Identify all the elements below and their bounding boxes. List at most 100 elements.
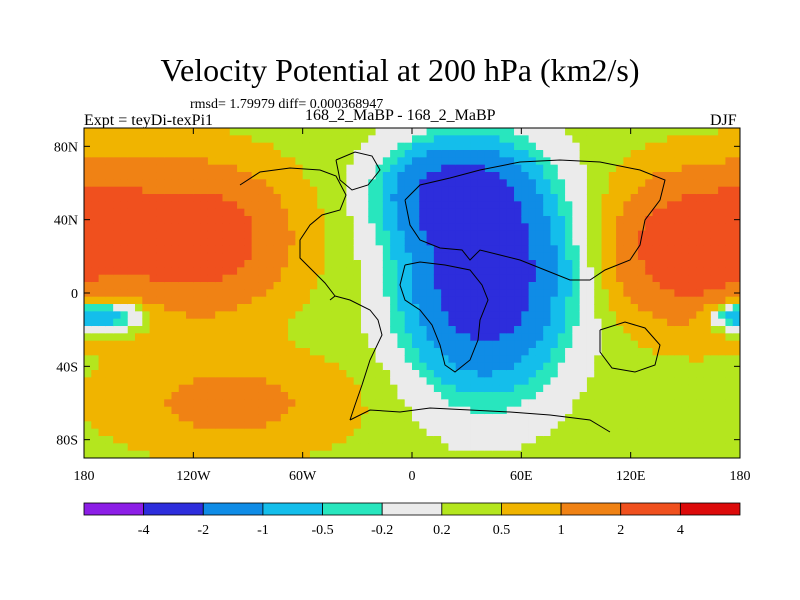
field-cell bbox=[441, 355, 450, 364]
field-cell bbox=[91, 384, 100, 393]
field-cell bbox=[681, 245, 690, 254]
field-cell bbox=[608, 252, 617, 261]
field-cell bbox=[84, 406, 92, 415]
field-cell bbox=[718, 399, 727, 408]
field-cell bbox=[725, 348, 734, 356]
field-cell bbox=[586, 296, 595, 305]
field-cell bbox=[360, 326, 369, 334]
field-cell bbox=[324, 348, 333, 356]
field-cell bbox=[84, 179, 92, 188]
field-cell bbox=[390, 260, 399, 268]
field-cell bbox=[484, 282, 493, 290]
field-cell bbox=[164, 128, 173, 136]
field-cell bbox=[171, 238, 180, 246]
field-cell bbox=[688, 384, 697, 393]
field-cell bbox=[725, 326, 734, 334]
field-cell bbox=[703, 421, 712, 430]
field-cell bbox=[703, 348, 712, 356]
field-cell bbox=[586, 414, 595, 422]
field-cell bbox=[258, 223, 267, 232]
field-cell bbox=[156, 326, 165, 334]
field-cell bbox=[477, 421, 486, 430]
field-cell bbox=[667, 362, 675, 371]
field-cell bbox=[616, 399, 624, 408]
field-cell bbox=[404, 238, 413, 246]
field-cell bbox=[156, 377, 165, 386]
field-cell bbox=[229, 172, 238, 180]
field-cell bbox=[390, 223, 399, 232]
field-cell bbox=[586, 238, 595, 246]
field-cell bbox=[346, 252, 355, 261]
field-cell bbox=[404, 135, 413, 144]
field-cell bbox=[251, 150, 260, 158]
field-cell bbox=[448, 377, 457, 386]
field-cell bbox=[207, 399, 216, 408]
field-cell bbox=[295, 392, 304, 400]
field-cell bbox=[142, 201, 151, 210]
field-cell bbox=[659, 355, 668, 364]
field-cell bbox=[652, 340, 661, 349]
field-cell bbox=[470, 348, 479, 356]
field-cell bbox=[156, 179, 165, 188]
field-cell bbox=[186, 223, 194, 232]
field-cell bbox=[193, 340, 202, 349]
field-cell bbox=[251, 304, 260, 312]
field-cell bbox=[360, 201, 369, 210]
field-cell bbox=[674, 186, 683, 195]
field-cell bbox=[215, 392, 224, 400]
field-cell bbox=[616, 392, 624, 400]
field-cell bbox=[331, 245, 340, 254]
field-cell bbox=[171, 267, 180, 276]
field-cell bbox=[441, 135, 450, 144]
field-cell bbox=[492, 340, 501, 349]
field-cell bbox=[142, 135, 151, 144]
field-cell bbox=[368, 392, 377, 400]
field-cell bbox=[222, 164, 231, 173]
field-cell bbox=[273, 164, 282, 173]
field-cell bbox=[718, 333, 727, 342]
field-cell bbox=[594, 377, 603, 386]
field-cell bbox=[317, 223, 326, 232]
field-cell bbox=[258, 304, 267, 312]
field-cell bbox=[98, 164, 107, 173]
field-cell bbox=[266, 150, 275, 158]
field-cell bbox=[207, 289, 216, 298]
field-cell bbox=[412, 370, 420, 378]
field-cell bbox=[251, 135, 260, 144]
field-cell bbox=[725, 150, 734, 158]
field-cell bbox=[412, 194, 420, 202]
field-cell bbox=[120, 150, 129, 158]
field-cell bbox=[594, 450, 603, 458]
field-cell bbox=[84, 157, 92, 166]
field-cell bbox=[127, 128, 136, 136]
field-cell bbox=[608, 186, 617, 195]
field-cell bbox=[441, 274, 450, 283]
field-cell bbox=[732, 450, 740, 458]
field-cell bbox=[601, 186, 610, 195]
field-cell bbox=[353, 245, 362, 254]
field-cell bbox=[477, 436, 486, 444]
field-cell bbox=[258, 296, 267, 305]
field-cell bbox=[309, 142, 318, 151]
field-cell bbox=[302, 304, 311, 312]
field-cell bbox=[120, 201, 129, 210]
field-cell bbox=[535, 245, 544, 254]
field-cell bbox=[397, 150, 406, 158]
field-cell bbox=[91, 428, 100, 437]
field-cell bbox=[193, 179, 202, 188]
field-cell bbox=[535, 421, 544, 430]
field-cell bbox=[397, 370, 406, 378]
field-cell bbox=[193, 164, 202, 173]
field-cell bbox=[98, 172, 107, 180]
field-cell bbox=[251, 392, 260, 400]
field-cell bbox=[550, 311, 559, 320]
field-cell bbox=[557, 406, 566, 415]
field-cell bbox=[178, 421, 187, 430]
field-cell bbox=[528, 142, 537, 151]
field-cell bbox=[674, 362, 683, 371]
field-cell bbox=[390, 384, 399, 393]
field-cell bbox=[637, 362, 646, 371]
field-cell bbox=[142, 230, 151, 239]
field-cell bbox=[718, 208, 727, 217]
